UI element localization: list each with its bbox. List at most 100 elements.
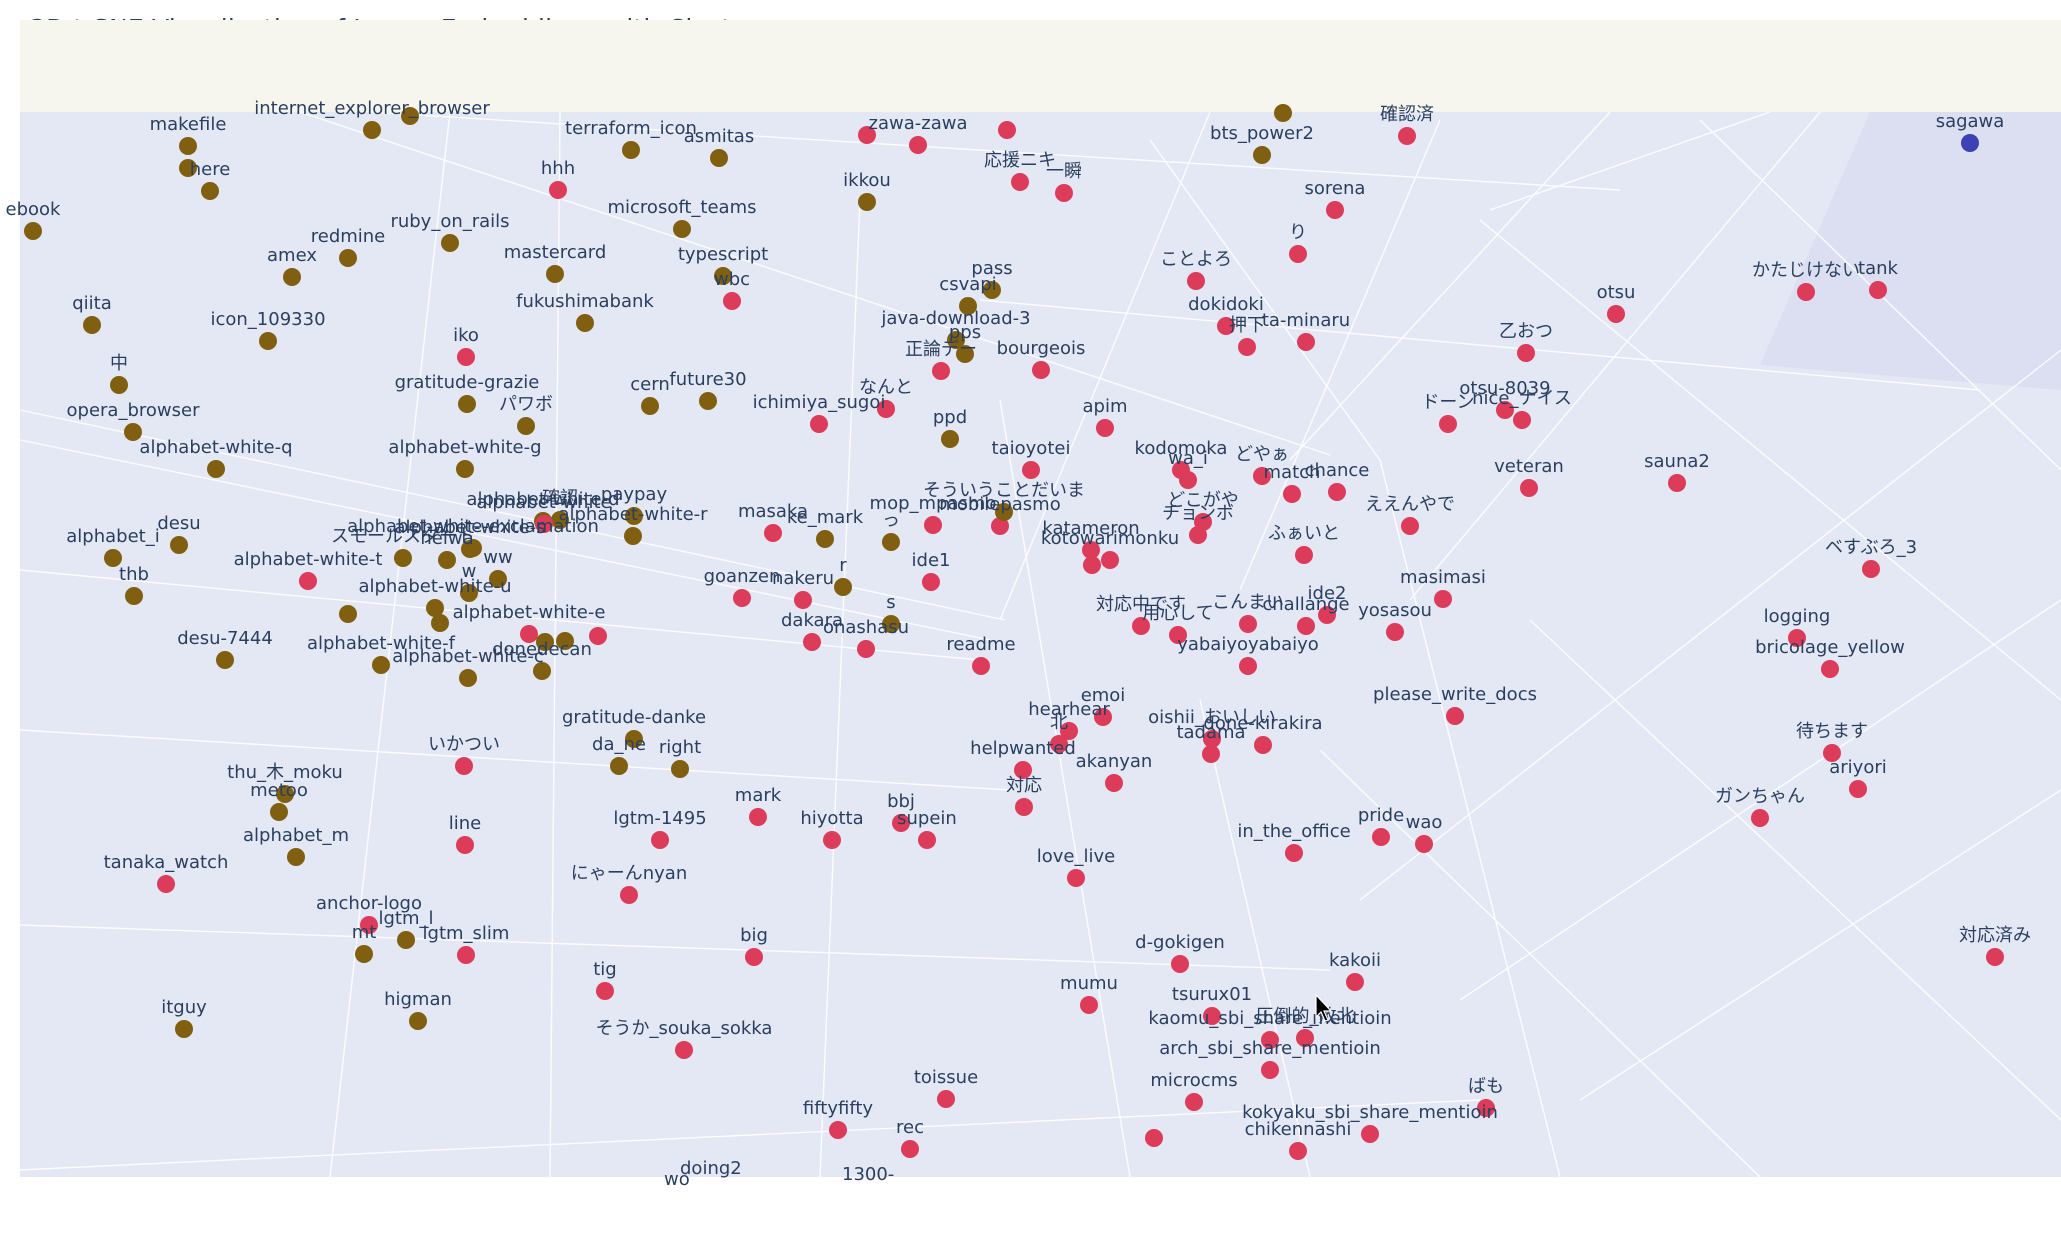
data-point[interactable] bbox=[947, 331, 965, 349]
data-point[interactable] bbox=[438, 551, 456, 569]
data-point[interactable] bbox=[458, 395, 476, 413]
data-point[interactable] bbox=[409, 1012, 427, 1030]
data-point[interactable] bbox=[401, 107, 419, 125]
data-point[interactable] bbox=[983, 281, 1001, 299]
data-point[interactable] bbox=[283, 268, 301, 286]
data-point[interactable] bbox=[1520, 479, 1538, 497]
data-point[interactable] bbox=[810, 415, 828, 433]
data-point[interactable] bbox=[535, 515, 553, 533]
data-point[interactable] bbox=[1179, 471, 1197, 489]
data-point[interactable] bbox=[216, 651, 234, 669]
data-point[interactable] bbox=[1217, 317, 1235, 335]
data-point[interactable] bbox=[270, 803, 288, 821]
data-point[interactable] bbox=[1083, 556, 1101, 574]
data-point[interactable] bbox=[972, 657, 990, 675]
data-point[interactable] bbox=[459, 669, 477, 687]
data-point[interactable] bbox=[1513, 411, 1531, 429]
data-point[interactable] bbox=[909, 136, 927, 154]
data-point[interactable] bbox=[794, 591, 812, 609]
data-point[interactable] bbox=[858, 193, 876, 211]
data-point[interactable] bbox=[457, 946, 475, 964]
data-point[interactable] bbox=[922, 573, 940, 591]
data-point[interactable] bbox=[1202, 745, 1220, 763]
data-point[interactable] bbox=[83, 316, 101, 334]
data-point[interactable] bbox=[1496, 401, 1514, 419]
data-point[interactable] bbox=[1050, 735, 1068, 753]
data-point[interactable] bbox=[1185, 1093, 1203, 1111]
data-point[interactable] bbox=[170, 536, 188, 554]
data-point[interactable] bbox=[596, 982, 614, 1000]
data-point[interactable] bbox=[1869, 281, 1887, 299]
data-point[interactable] bbox=[397, 931, 415, 949]
data-point[interactable] bbox=[1295, 546, 1313, 564]
data-point[interactable] bbox=[857, 640, 875, 658]
data-point[interactable] bbox=[556, 632, 574, 650]
data-point[interactable] bbox=[299, 572, 317, 590]
data-point[interactable] bbox=[1105, 774, 1123, 792]
data-point[interactable] bbox=[441, 234, 459, 252]
data-point[interactable] bbox=[589, 627, 607, 645]
data-point[interactable] bbox=[355, 945, 373, 963]
data-point[interactable] bbox=[1032, 361, 1050, 379]
data-point[interactable] bbox=[918, 831, 936, 849]
data-point[interactable] bbox=[1289, 245, 1307, 263]
data-point[interactable] bbox=[991, 517, 1009, 535]
data-point[interactable] bbox=[1986, 948, 2004, 966]
data-point[interactable] bbox=[360, 916, 378, 934]
data-point[interactable] bbox=[1361, 1125, 1379, 1143]
data-point[interactable] bbox=[1187, 272, 1205, 290]
data-point[interactable] bbox=[924, 516, 942, 534]
data-point[interactable] bbox=[124, 423, 142, 441]
data-point[interactable] bbox=[1297, 617, 1315, 635]
data-point[interactable] bbox=[829, 1121, 847, 1139]
data-point[interactable] bbox=[675, 1041, 693, 1059]
data-point[interactable] bbox=[1318, 606, 1336, 624]
data-point[interactable] bbox=[157, 875, 175, 893]
data-point[interactable] bbox=[489, 570, 507, 588]
data-point[interactable] bbox=[1446, 707, 1464, 725]
data-point[interactable] bbox=[1296, 1029, 1314, 1047]
data-point[interactable] bbox=[673, 220, 691, 238]
data-point[interactable] bbox=[1060, 722, 1078, 740]
data-point[interactable] bbox=[892, 814, 910, 832]
data-point[interactable] bbox=[1289, 1142, 1307, 1160]
data-point[interactable] bbox=[1823, 744, 1841, 762]
data-point[interactable] bbox=[625, 507, 643, 525]
data-point[interactable] bbox=[1849, 780, 1867, 798]
data-point[interactable] bbox=[456, 836, 474, 854]
data-point[interactable] bbox=[1203, 1007, 1221, 1025]
data-point[interactable] bbox=[1203, 730, 1221, 748]
data-point[interactable] bbox=[179, 159, 197, 177]
data-point[interactable] bbox=[461, 540, 479, 558]
data-point[interactable] bbox=[457, 348, 475, 366]
data-point[interactable] bbox=[520, 625, 538, 643]
data-point[interactable] bbox=[259, 332, 277, 350]
data-point[interactable] bbox=[1101, 551, 1119, 569]
data-point[interactable] bbox=[1239, 615, 1257, 633]
data-point[interactable] bbox=[1067, 869, 1085, 887]
data-point[interactable] bbox=[1274, 104, 1292, 122]
data-point[interactable] bbox=[959, 297, 977, 315]
data-point[interactable] bbox=[1797, 283, 1815, 301]
data-point[interactable] bbox=[816, 530, 834, 548]
data-point[interactable] bbox=[551, 511, 569, 529]
data-point[interactable] bbox=[546, 265, 564, 283]
data-point[interactable] bbox=[882, 533, 900, 551]
data-point[interactable] bbox=[745, 948, 763, 966]
data-point[interactable] bbox=[179, 137, 197, 155]
data-point[interactable] bbox=[1239, 657, 1257, 675]
data-point[interactable] bbox=[1253, 467, 1271, 485]
data-point[interactable] bbox=[1477, 1099, 1495, 1117]
data-point[interactable] bbox=[941, 430, 959, 448]
data-point[interactable] bbox=[1297, 333, 1315, 351]
data-point[interactable] bbox=[1668, 474, 1686, 492]
data-point[interactable] bbox=[201, 182, 219, 200]
data-point[interactable] bbox=[901, 1140, 919, 1158]
data-point[interactable] bbox=[372, 656, 390, 674]
data-point[interactable] bbox=[1607, 305, 1625, 323]
data-point[interactable] bbox=[1372, 828, 1390, 846]
data-point[interactable] bbox=[858, 126, 876, 144]
data-point[interactable] bbox=[651, 831, 669, 849]
data-point[interactable] bbox=[882, 615, 900, 633]
